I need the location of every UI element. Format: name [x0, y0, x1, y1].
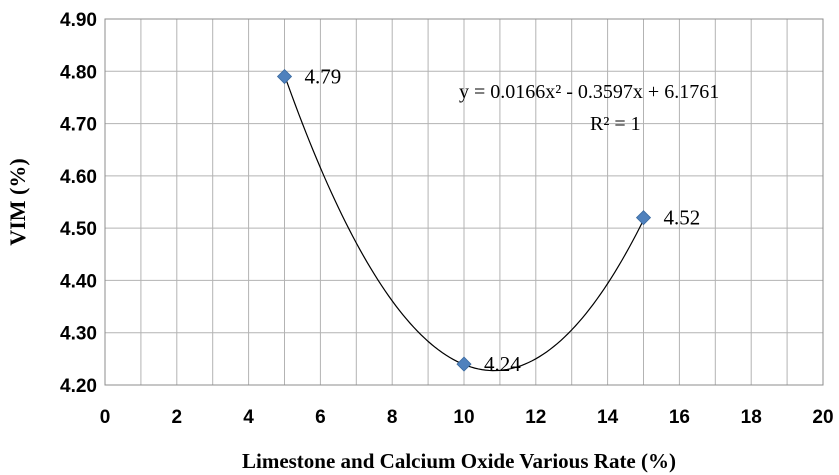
- data-label: 4.24: [484, 352, 521, 376]
- x-tick-label: 16: [669, 407, 690, 428]
- x-tick-label: 0: [100, 407, 111, 428]
- chart-grid: [105, 19, 823, 385]
- y-tick-label: 4.20: [60, 376, 97, 397]
- data-point-marker: [635, 210, 652, 226]
- plot-area-border: [104, 18, 824, 386]
- data-points: [276, 68, 652, 372]
- y-tick-label: 4.70: [60, 115, 97, 136]
- x-tick-label: 18: [741, 407, 762, 428]
- x-tick-label: 2: [172, 407, 183, 428]
- y-axis-title: VIM (%): [5, 158, 30, 245]
- r-squared: R² = 1: [590, 113, 641, 135]
- x-tick-label: 14: [597, 407, 619, 428]
- data-label: 4.79: [305, 65, 342, 89]
- data-labels: 4.79 4.24 4.52: [305, 65, 701, 377]
- data-label: 4.52: [664, 206, 701, 230]
- x-axis-ticks: 0 2 4 6 8 10 12 14 16 18 20: [100, 407, 834, 428]
- x-tick-label: 10: [453, 407, 474, 428]
- y-tick-label: 4.60: [60, 167, 97, 188]
- x-tick-label: 8: [387, 407, 398, 428]
- y-tick-label: 4.90: [60, 10, 97, 31]
- data-point-marker: [276, 68, 293, 85]
- x-tick-label: 20: [812, 407, 833, 428]
- x-tick-label: 4: [243, 407, 254, 428]
- trendline-equation: y = 0.0166x² - 0.3597x + 6.1761: [459, 81, 719, 103]
- data-point-marker: [456, 356, 472, 372]
- y-tick-label: 4.80: [60, 62, 97, 83]
- y-tick-label: 4.40: [60, 271, 97, 292]
- y-tick-label: 4.30: [60, 324, 97, 345]
- x-tick-label: 12: [525, 407, 546, 428]
- y-tick-label: 4.50: [60, 219, 97, 240]
- x-axis-title: Limestone and Calcium Oxide Various Rate…: [242, 449, 676, 473]
- x-tick-label: 6: [315, 407, 326, 428]
- y-axis-ticks: 4.20 4.30 4.40 4.50 4.60 4.70 4.80 4.90: [60, 10, 97, 397]
